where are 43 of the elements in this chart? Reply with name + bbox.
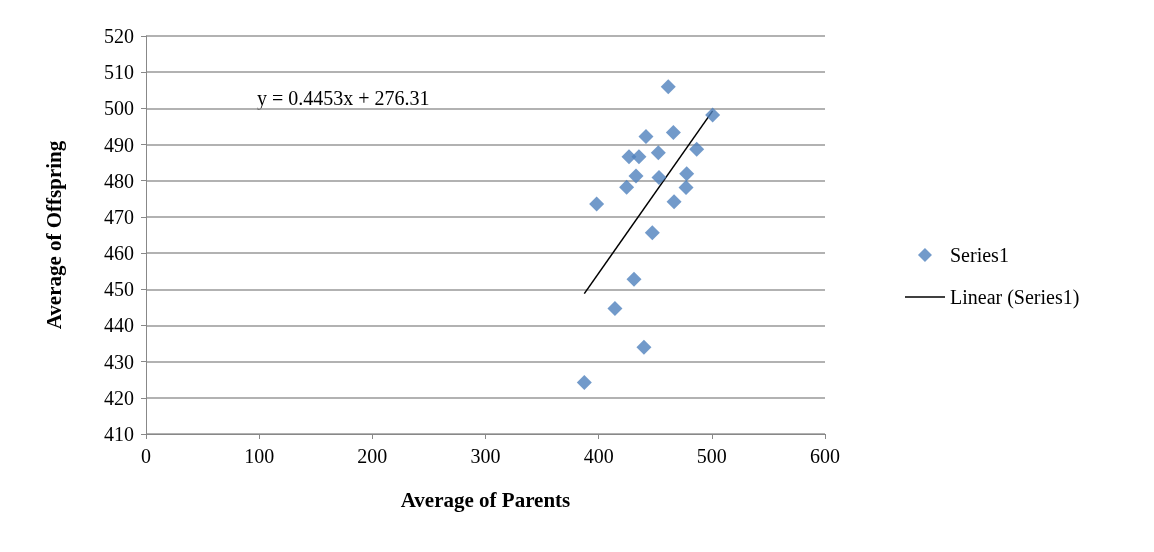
point (607, 300, 623, 316)
x-tick-label: 500 (696, 445, 727, 467)
x-tick-label: 100 (244, 445, 275, 467)
point (679, 166, 695, 182)
y-tick-label: 420 (104, 386, 134, 409)
y-tick-label: 430 (104, 350, 134, 373)
y-tick-label: 470 (104, 205, 134, 228)
x-tick-label: 0 (141, 445, 151, 467)
point (631, 149, 647, 165)
x-tick-label: 400 (583, 445, 614, 467)
y-tick-label: 520 (104, 25, 134, 47)
point (650, 145, 666, 161)
x-tick-label: 200 (357, 445, 388, 467)
point (660, 79, 676, 95)
y-tick-label: 440 (104, 314, 134, 337)
y-tick-label: 490 (104, 133, 134, 156)
point (689, 141, 705, 157)
y-tick-label: 460 (104, 242, 134, 265)
point (576, 375, 592, 391)
point (589, 196, 605, 212)
y-tick-label: 480 (104, 169, 134, 192)
point (638, 129, 654, 145)
point (636, 339, 652, 355)
y-tick-label: 410 (104, 423, 134, 445)
point (666, 194, 682, 210)
x-axis-title: Average of Parents (400, 487, 571, 512)
y-tick-label: 500 (104, 97, 134, 120)
x-tick-label: 600 (810, 445, 840, 467)
point (619, 179, 635, 195)
point (651, 169, 667, 185)
point (628, 168, 644, 184)
point (644, 225, 660, 241)
y-tick-label: 510 (104, 61, 134, 84)
point (665, 125, 681, 141)
point (705, 107, 721, 123)
legend-label: Series1 (950, 244, 1009, 266)
annotation: y = 0.4453x + 276.31 (257, 87, 430, 110)
point (626, 271, 642, 287)
x-tick-label: 300 (470, 445, 501, 467)
point (678, 180, 694, 196)
y-axis-title: Average of Offspring (41, 140, 66, 330)
legend-label: Linear (Series1) (950, 286, 1080, 309)
y-tick-label: 450 (104, 278, 134, 301)
